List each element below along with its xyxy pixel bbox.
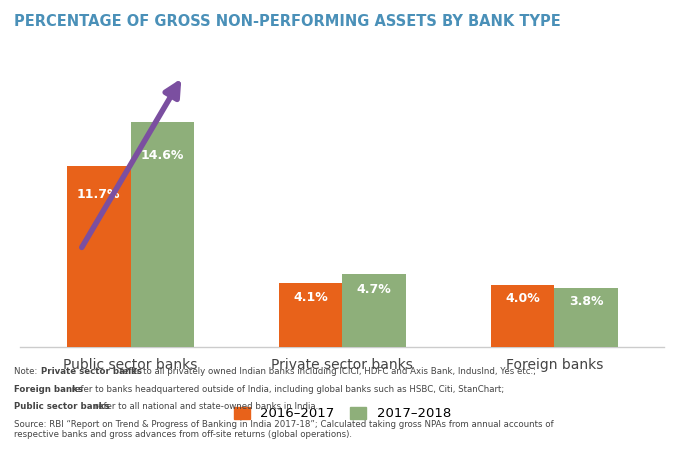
Text: 4.1%: 4.1% (293, 291, 328, 304)
Text: 11.7%: 11.7% (77, 188, 121, 201)
Text: 3.8%: 3.8% (569, 295, 603, 308)
Text: Foreign banks: Foreign banks (14, 385, 83, 394)
Bar (67, 166, 130, 346)
Text: 4.7%: 4.7% (357, 283, 392, 296)
Legend: 2016–2017, 2017–2018: 2016–2017, 2017–2018 (230, 403, 455, 424)
Text: Private sector banks: Private sector banks (41, 367, 142, 376)
Text: 4.0%: 4.0% (505, 292, 540, 305)
Text: PERCENTAGE OF GROSS NON-PERFORMING ASSETS BY BANK TYPE: PERCENTAGE OF GROSS NON-PERFORMING ASSET… (14, 14, 560, 29)
Bar (130, 122, 194, 346)
Text: 14.6%: 14.6% (140, 149, 184, 162)
Text: Source: RBI “Report on Trend & Progress of Banking in India 2017-18”; Calculated: Source: RBI “Report on Trend & Progress … (14, 420, 553, 439)
Bar (491, 285, 555, 346)
Bar (342, 274, 406, 346)
Bar (554, 288, 618, 346)
Text: refer to all privately owned Indian banks including ICICI, HDFC and Axis Bank, I: refer to all privately owned Indian bank… (117, 367, 536, 376)
Text: Public sector banks: Public sector banks (14, 402, 109, 411)
Text: refer to all national and state-owned banks in India.: refer to all national and state-owned ba… (92, 402, 318, 411)
Bar (279, 283, 342, 346)
Text: Note:: Note: (14, 367, 40, 376)
Text: refer to banks headquartered outside of India, including global banks such as HS: refer to banks headquartered outside of … (69, 385, 504, 394)
